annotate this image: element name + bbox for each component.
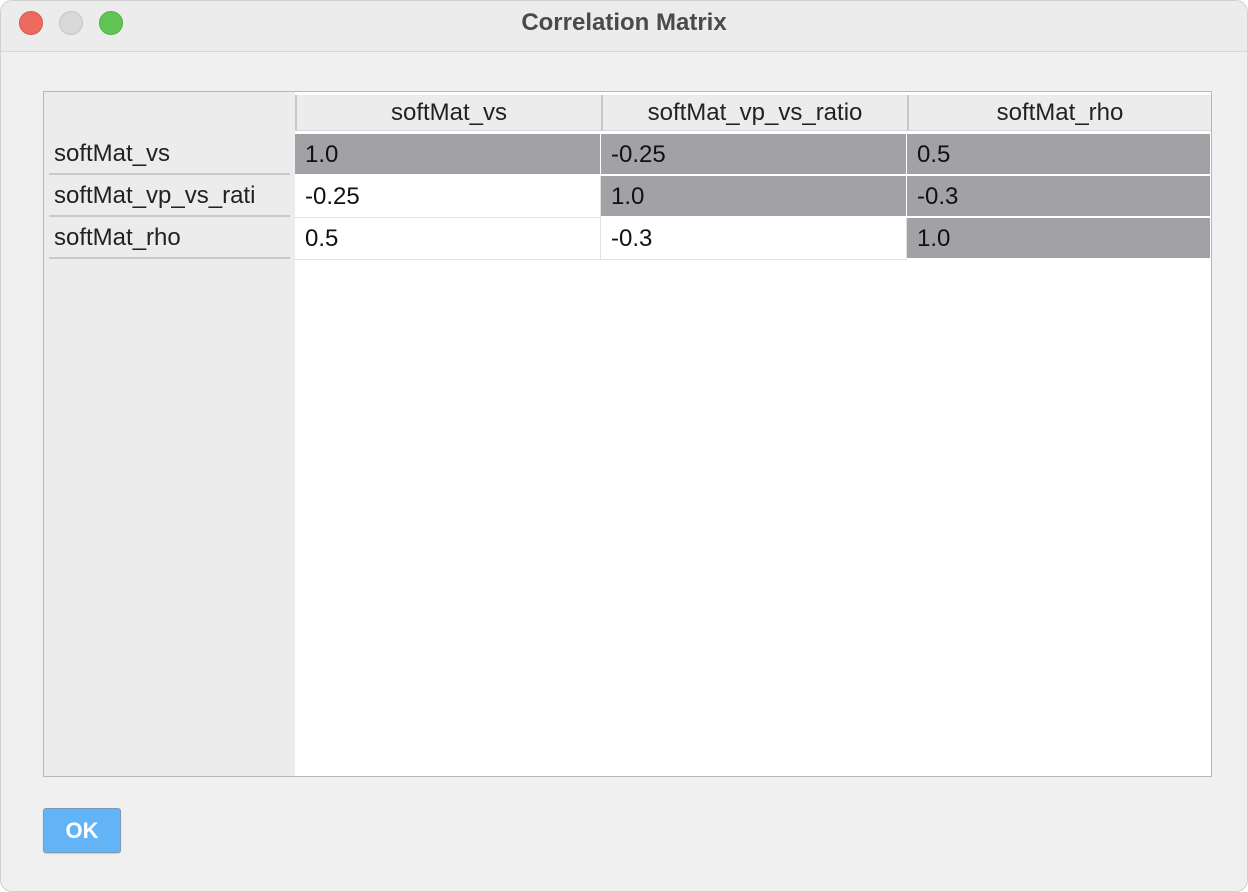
window-title: Correlation Matrix	[521, 9, 727, 36]
title-bar[interactable]: Correlation Matrix	[1, 1, 1247, 52]
close-window-button[interactable]	[19, 11, 43, 35]
minimize-window-button[interactable]	[59, 11, 83, 35]
row-header-softmat-vp-vs-ratio[interactable]: softMat_vp_vs_rati	[49, 176, 290, 217]
table-cell[interactable]: -0.3	[907, 176, 1211, 218]
row-header-softmat-vs[interactable]: softMat_vs	[49, 134, 290, 175]
table-cell[interactable]: -0.3	[601, 218, 907, 260]
table-cell[interactable]: -0.25	[601, 134, 907, 176]
table-cell[interactable]: 0.5	[907, 134, 1211, 176]
maximize-window-button[interactable]	[99, 11, 123, 35]
table-cell[interactable]: 0.5	[295, 218, 601, 260]
ok-button[interactable]: OK	[43, 808, 121, 853]
table-cell[interactable]: 1.0	[295, 134, 601, 176]
table-cell[interactable]: 1.0	[907, 218, 1211, 260]
table-cell[interactable]: -0.25	[295, 176, 601, 218]
correlation-table: softMat_vs softMat_vp_vs_ratio softMat_r…	[43, 91, 1212, 777]
table-cell[interactable]: 1.0	[601, 176, 907, 218]
column-header-softmat-vs[interactable]: softMat_vs	[295, 95, 601, 131]
row-header-column	[44, 92, 295, 776]
column-header-softmat-vp-vs-ratio[interactable]: softMat_vp_vs_ratio	[601, 95, 907, 131]
column-header-softmat-rho[interactable]: softMat_rho	[907, 95, 1211, 131]
row-header-softmat-rho[interactable]: softMat_rho	[49, 218, 290, 259]
